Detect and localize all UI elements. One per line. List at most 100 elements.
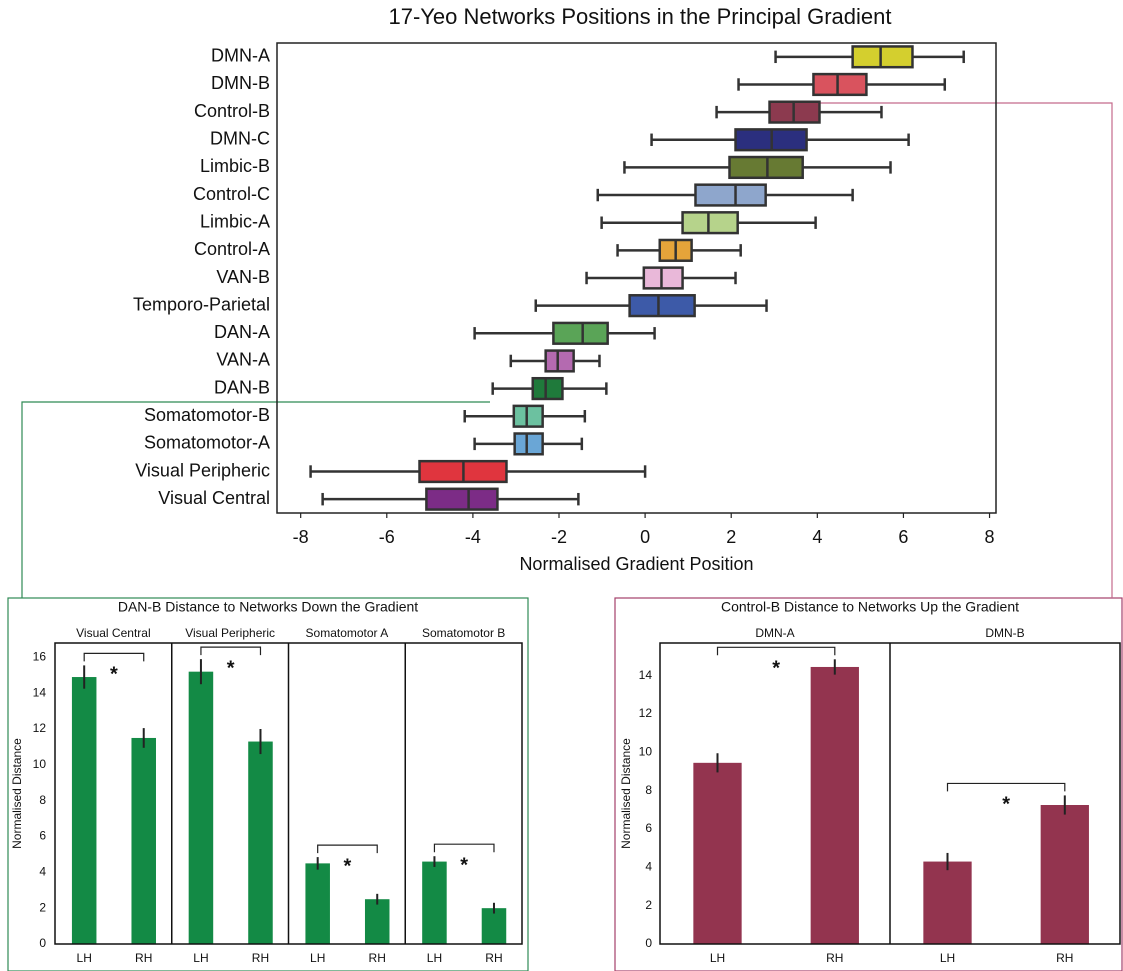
x-tick-label: LH [940, 951, 955, 965]
box [512, 404, 544, 428]
y-axis-label: Normalised Distance [619, 738, 633, 849]
significance-bracket [200, 646, 262, 656]
x-tick-label: 2 [726, 527, 736, 547]
box [425, 487, 499, 511]
y-tick-label: Control-B [194, 101, 270, 121]
bar [71, 677, 97, 944]
y-tick-label: 14 [33, 685, 47, 699]
bar [248, 741, 273, 944]
panel-title: DMN-A [755, 626, 794, 640]
y-tick-label: 10 [33, 757, 47, 771]
panel-title: DMN-B [985, 626, 1024, 640]
box [513, 432, 544, 456]
box [681, 211, 739, 235]
y-tick-label: 6 [645, 821, 652, 835]
box [851, 45, 914, 69]
significance-bracket [946, 782, 1066, 792]
y-tick-label: DAN-A [214, 322, 270, 342]
y-tick-label: 4 [39, 865, 46, 879]
significance-star: * [227, 657, 235, 679]
box [628, 294, 696, 318]
box [728, 155, 804, 180]
significance-star: * [1002, 794, 1010, 816]
x-tick-label: LH [710, 951, 725, 965]
y-tick-label: Limbic-B [200, 156, 270, 176]
x-tick-label: 0 [640, 527, 650, 547]
box [812, 72, 868, 97]
bar [364, 899, 390, 944]
y-tick-label: 12 [639, 706, 653, 720]
panel-border-right [614, 597, 1123, 971]
panel-title: Somatomotor B [422, 626, 505, 640]
y-axis-label: Normalised Distance [10, 738, 24, 849]
y-tick-label: VAN-A [216, 350, 270, 370]
box [531, 376, 564, 401]
box [552, 321, 609, 345]
bar [305, 863, 330, 944]
plot-frame [54, 642, 523, 945]
bar [693, 762, 742, 944]
y-tick-label: DAN-B [214, 377, 270, 397]
x-tick-label: LH [193, 951, 208, 965]
significance-star: * [460, 854, 468, 876]
y-tick-label: 2 [645, 898, 652, 912]
connector-red [820, 102, 1113, 598]
bar [923, 861, 972, 944]
y-tick-label: 10 [639, 744, 653, 758]
panel-title: Visual Central [76, 626, 150, 640]
x-tick-label: 8 [985, 527, 995, 547]
plot-frame [659, 642, 1121, 945]
chart-title: Control-B Distance to Networks Up the Gr… [721, 599, 1019, 615]
x-tick-label: LH [77, 951, 92, 965]
y-tick-label: Somatomotor-B [144, 405, 270, 425]
x-tick-label: RH [135, 951, 152, 965]
x-tick-label: RH [1056, 951, 1073, 965]
y-tick-label: Visual Central [158, 488, 270, 508]
panel-title: Somatomotor A [306, 626, 389, 640]
panel-title: Visual Peripheric [185, 626, 275, 640]
x-axis-label: Normalised Gradient Position [519, 554, 753, 574]
y-tick-label: 8 [39, 793, 46, 807]
significance-bracket [433, 843, 495, 853]
box [694, 183, 767, 207]
x-tick-label: LH [427, 951, 442, 965]
box [642, 266, 684, 290]
significance-star: * [344, 855, 352, 877]
y-tick-label: 14 [639, 668, 653, 682]
bar [810, 666, 859, 944]
x-tick-label: -4 [465, 527, 481, 547]
y-tick-label: DMN-C [210, 129, 270, 149]
y-tick-label: Control-A [194, 239, 270, 259]
bar [1040, 805, 1089, 944]
box [544, 349, 575, 373]
y-tick-label: VAN-B [216, 267, 270, 287]
chart-title: 17-Yeo Networks Positions in the Princip… [388, 4, 891, 29]
significance-bracket [716, 646, 836, 656]
significance-bracket [83, 652, 145, 662]
y-tick-label: 0 [39, 936, 46, 950]
panel-border-left [7, 597, 529, 971]
x-tick-label: 4 [812, 527, 822, 547]
chart-title: DAN-B Distance to Networks Down the Grad… [118, 599, 418, 615]
x-tick-label: RH [826, 951, 843, 965]
y-tick-label: DMN-A [211, 46, 270, 66]
x-tick-label: LH [310, 951, 325, 965]
significance-bracket [317, 844, 378, 854]
y-tick-label: 8 [645, 783, 652, 797]
x-tick-label: -8 [293, 527, 309, 547]
significance-star: * [772, 658, 780, 680]
bar [188, 671, 214, 944]
y-tick-label: Somatomotor-A [144, 433, 270, 453]
y-tick-label: Control-C [193, 184, 270, 204]
y-tick-label: 0 [645, 936, 652, 950]
y-tick-label: DMN-B [211, 73, 270, 93]
y-tick-label: Limbic-A [200, 211, 270, 231]
y-tick-label: 16 [33, 650, 47, 664]
y-tick-label: Visual Peripheric [135, 460, 270, 480]
x-tick-label: -2 [551, 527, 567, 547]
x-tick-label: RH [369, 951, 386, 965]
y-tick-label: Temporo-Parietal [133, 294, 270, 314]
x-tick-label: RH [252, 951, 269, 965]
